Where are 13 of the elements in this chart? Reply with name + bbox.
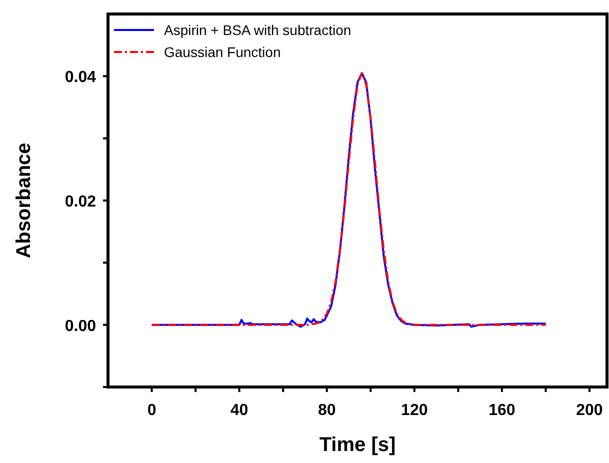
y-tick-label: 0.02 <box>64 194 96 210</box>
x-tick-label: 40 <box>230 402 248 419</box>
legend-label: Gaussian Function <box>164 44 281 60</box>
x-tick-label: 160 <box>488 402 516 419</box>
x-axis-title: Time [s] <box>319 434 396 456</box>
legend-label: Aspirin + BSA with subtraction <box>164 22 352 38</box>
x-tick-label: 200 <box>576 402 603 419</box>
x-tick-label: 0 <box>147 402 156 419</box>
y-axis-title: Absorbance <box>13 142 35 258</box>
y-tick-label: 0.00 <box>64 318 96 335</box>
x-tick-label: 120 <box>401 402 428 419</box>
y-tick-label: 0.04 <box>64 69 96 86</box>
x-tick-label: 80 <box>318 402 336 419</box>
